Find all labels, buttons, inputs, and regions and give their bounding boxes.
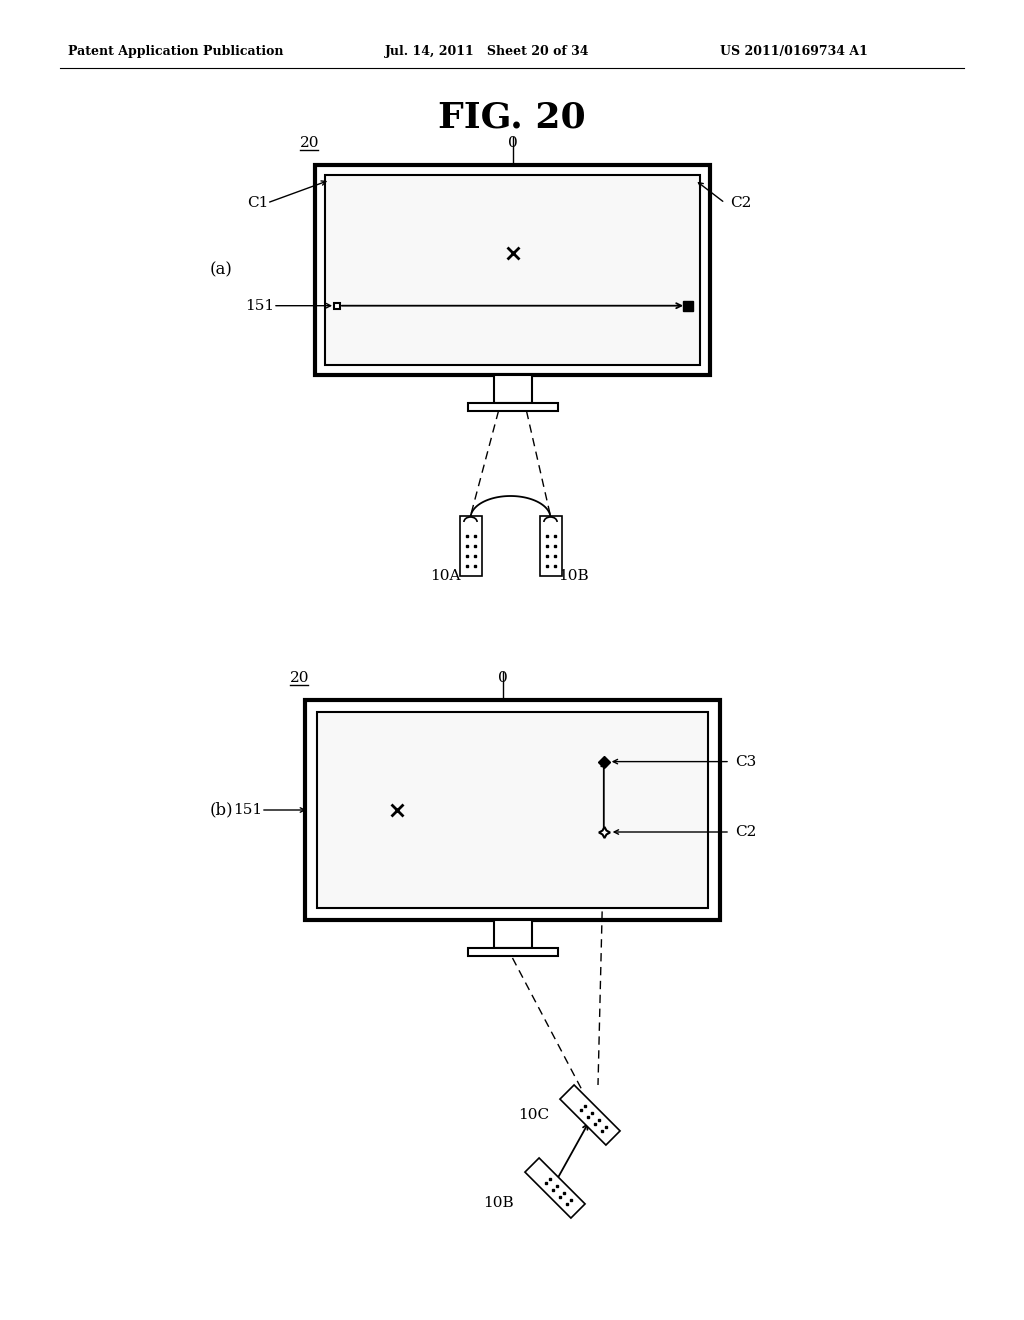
Text: 20: 20 [290, 671, 309, 685]
Text: C3: C3 [735, 755, 757, 768]
Text: 10C: 10C [518, 1107, 549, 1122]
Bar [315, 165, 710, 375]
Text: C2: C2 [730, 195, 752, 210]
Text: 10B: 10B [483, 1196, 514, 1210]
Bar [460, 516, 481, 576]
Text: 151: 151 [233, 803, 262, 817]
Polygon shape [525, 1158, 585, 1218]
Bar [494, 375, 531, 403]
Bar [305, 700, 720, 920]
Text: 10B: 10B [558, 569, 589, 583]
Text: Patent Application Publication: Patent Application Publication [68, 45, 284, 58]
Text: 151: 151 [245, 298, 274, 313]
Text: (a): (a) [210, 261, 232, 279]
Polygon shape [560, 1085, 621, 1144]
Text: FIG. 20: FIG. 20 [438, 102, 586, 135]
Text: 0: 0 [498, 671, 507, 685]
Text: 10A: 10A [430, 569, 461, 583]
Bar [468, 948, 557, 956]
Text: US 2011/0169734 A1: US 2011/0169734 A1 [720, 45, 868, 58]
Bar [468, 403, 557, 411]
Text: C1: C1 [247, 195, 268, 210]
Text: 20: 20 [300, 136, 319, 150]
Text: (b): (b) [210, 801, 233, 818]
Bar [325, 176, 700, 366]
Text: Jul. 14, 2011   Sheet 20 of 34: Jul. 14, 2011 Sheet 20 of 34 [385, 45, 590, 58]
Bar [540, 516, 561, 576]
Text: C2: C2 [735, 825, 757, 840]
Bar [494, 920, 531, 948]
Bar [317, 711, 708, 908]
Text: 0: 0 [508, 136, 517, 150]
